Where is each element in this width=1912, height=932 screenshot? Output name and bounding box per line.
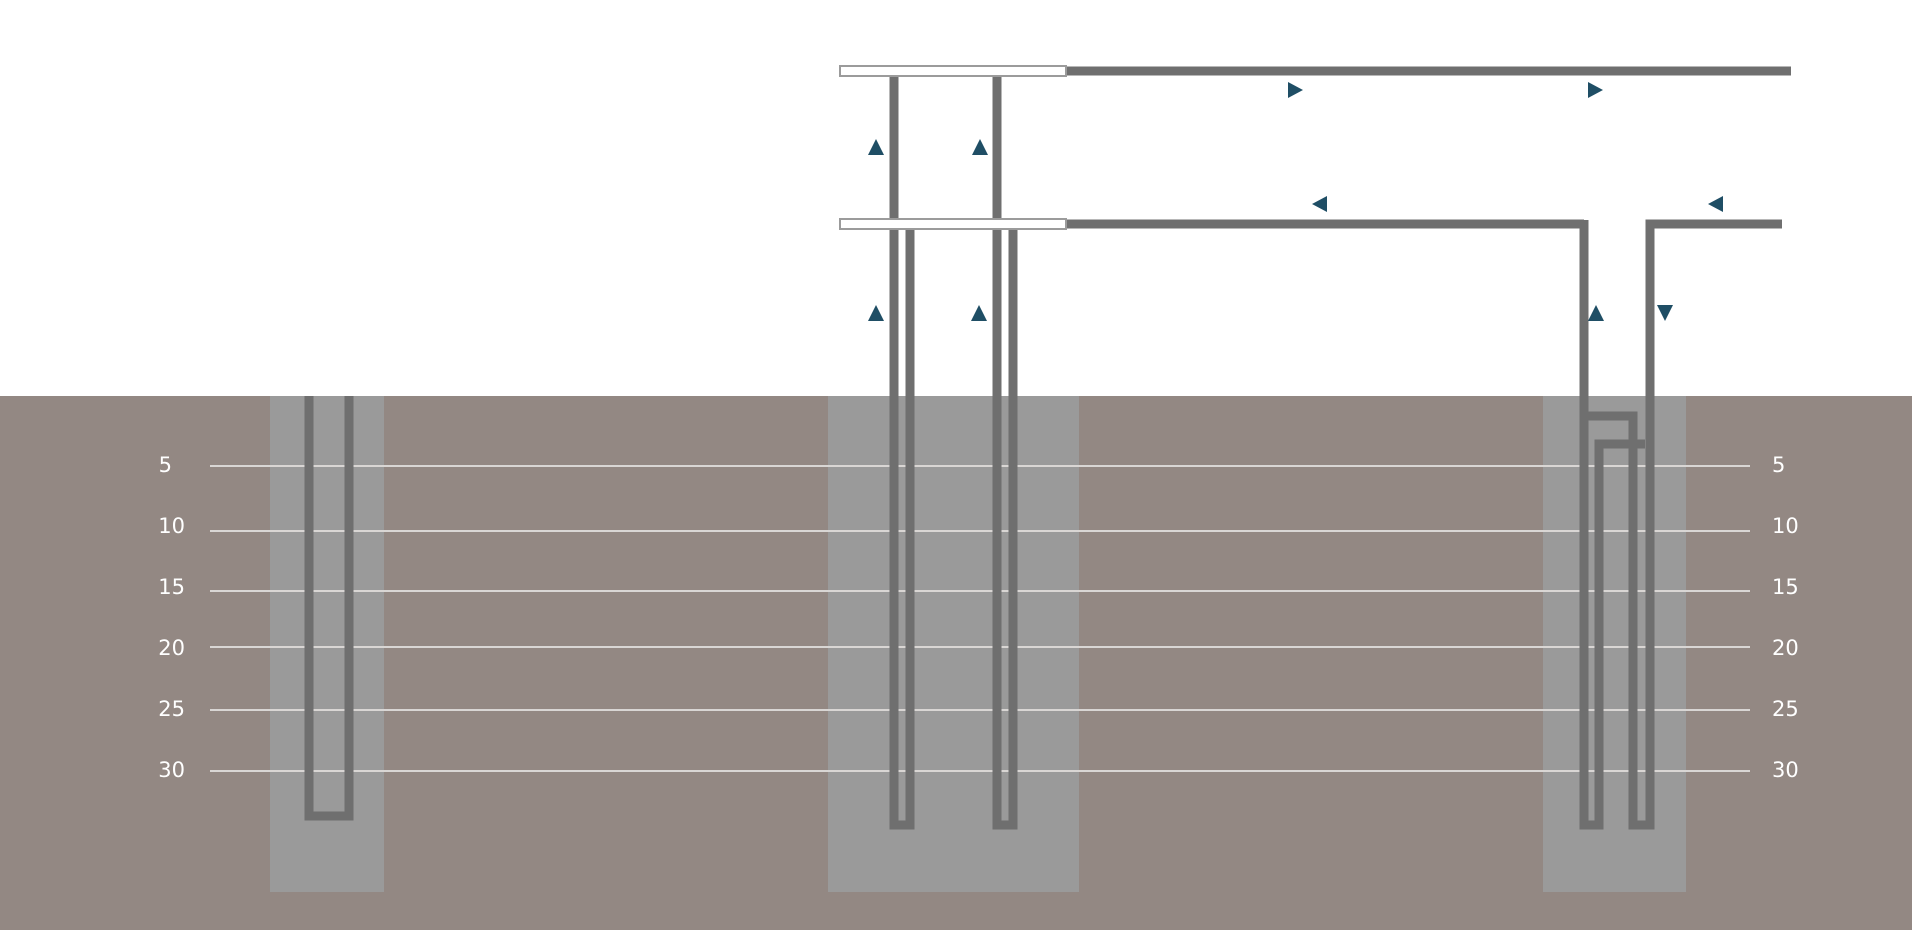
- supply-flow-arrow-1: [1288, 82, 1303, 98]
- depth-label-right: 5: [1772, 453, 1785, 477]
- riser-upper-arrow-1: [868, 139, 884, 155]
- supply-manifold: [839, 65, 1067, 77]
- depth-label-right: 20: [1772, 636, 1799, 660]
- depth-label-right: 25: [1772, 697, 1799, 721]
- depth-labels-right: 5 10 15 20 25 30: [1772, 453, 1799, 782]
- right-u-loop-inner-a: [1584, 411, 1655, 830]
- middle-u-loop-2: [992, 228, 1018, 830]
- depth-label-right: 30: [1772, 758, 1799, 782]
- supply-flow-arrow-2: [1588, 82, 1603, 98]
- depth-label-left: 25: [158, 697, 185, 721]
- depth-label-left: 5: [159, 453, 172, 477]
- depth-lines: [210, 465, 1750, 772]
- left-borehole-u-loop: [304, 396, 354, 821]
- borehole-left: [270, 396, 384, 892]
- depth-label-left: 20: [158, 636, 185, 660]
- riser-upper-arrow-2: [972, 139, 988, 155]
- borehole-right: [1543, 396, 1686, 892]
- middle-u-loop-1: [889, 228, 915, 830]
- riser-lower-arrow-1: [868, 305, 884, 321]
- return-flow-arrow-2: [1708, 196, 1723, 212]
- right-loop-up-arrow: [1588, 305, 1604, 321]
- depth-label-left: 30: [158, 758, 185, 782]
- depth-label-left: 15: [158, 575, 185, 599]
- ground-bottom-band: [0, 930, 1912, 932]
- right-loop-down-arrow: [1657, 305, 1673, 321]
- riser-lower-arrow-2: [971, 305, 987, 321]
- return-flow-arrow-1: [1312, 196, 1327, 212]
- depth-label-right: 15: [1772, 575, 1799, 599]
- depth-labels-left: 5 10 15 20 25 30: [158, 453, 185, 782]
- depth-label-right: 10: [1772, 514, 1799, 538]
- borehole-middle: [828, 396, 1079, 892]
- right-return-branch-pipe: [1645, 219, 1782, 440]
- return-manifold: [839, 218, 1067, 230]
- depth-label-left: 10: [158, 514, 185, 538]
